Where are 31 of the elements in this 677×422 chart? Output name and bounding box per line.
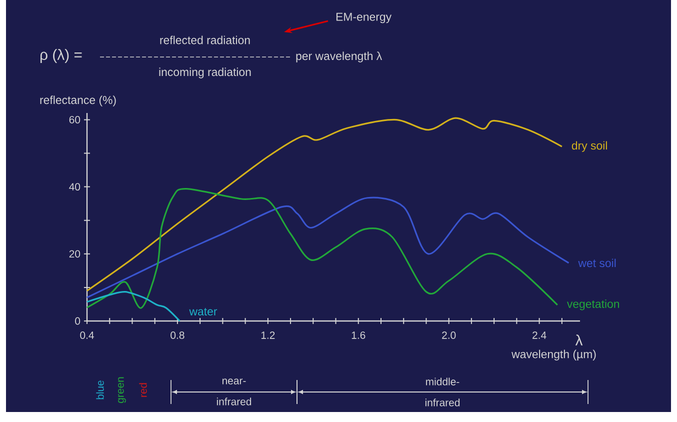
text: middle-infrared — [425, 378, 460, 406]
text: ρ (λ) = — [40, 49, 82, 63]
x-tick-label: 2.4 — [532, 332, 546, 339]
text: red — [139, 383, 147, 397]
line-series — [86, 290, 181, 322]
text: blue — [96, 380, 104, 400]
x-tick-label: 2.0 — [442, 332, 456, 339]
series-label: dry soil — [572, 141, 607, 152]
text: EM-energy — [336, 12, 392, 24]
text: per wavelength λ — [296, 52, 382, 62]
series-label: water — [189, 308, 218, 316]
series-label: wet soil — [578, 258, 616, 268]
x-tick-label: 0.8 — [170, 332, 184, 339]
x-tick-label: 1.6 — [352, 332, 366, 339]
y-tick-label: 40 — [69, 183, 80, 191]
text: reflected radiation — [160, 36, 250, 44]
text: λ — [575, 334, 583, 346]
series-label: vegetation — [566, 300, 620, 310]
line-series — [86, 117, 563, 292]
line-series — [86, 196, 570, 298]
x-tick-label: 1.2 — [261, 332, 275, 339]
y-tick-label: 20 — [69, 250, 80, 258]
x-axis-title: wavelength (µm) — [512, 350, 596, 360]
text: incoming radiation — [159, 68, 251, 78]
line-series — [86, 188, 558, 309]
y-tick-label: 60 — [69, 116, 80, 124]
y-axis-title: reflectance (%) — [40, 96, 116, 106]
y-tick-label: 0 — [75, 317, 80, 325]
text: near-infrared — [216, 378, 252, 406]
text: green — [118, 377, 126, 403]
x-tick-label: 0.4 — [80, 332, 94, 339]
